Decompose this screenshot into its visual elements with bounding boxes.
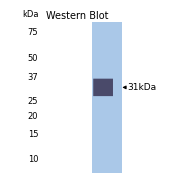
FancyBboxPatch shape: [92, 22, 122, 173]
Text: 31kDa: 31kDa: [123, 83, 156, 92]
FancyBboxPatch shape: [93, 79, 113, 96]
Text: Western Blot: Western Blot: [46, 11, 108, 21]
Text: kDa: kDa: [22, 10, 39, 19]
